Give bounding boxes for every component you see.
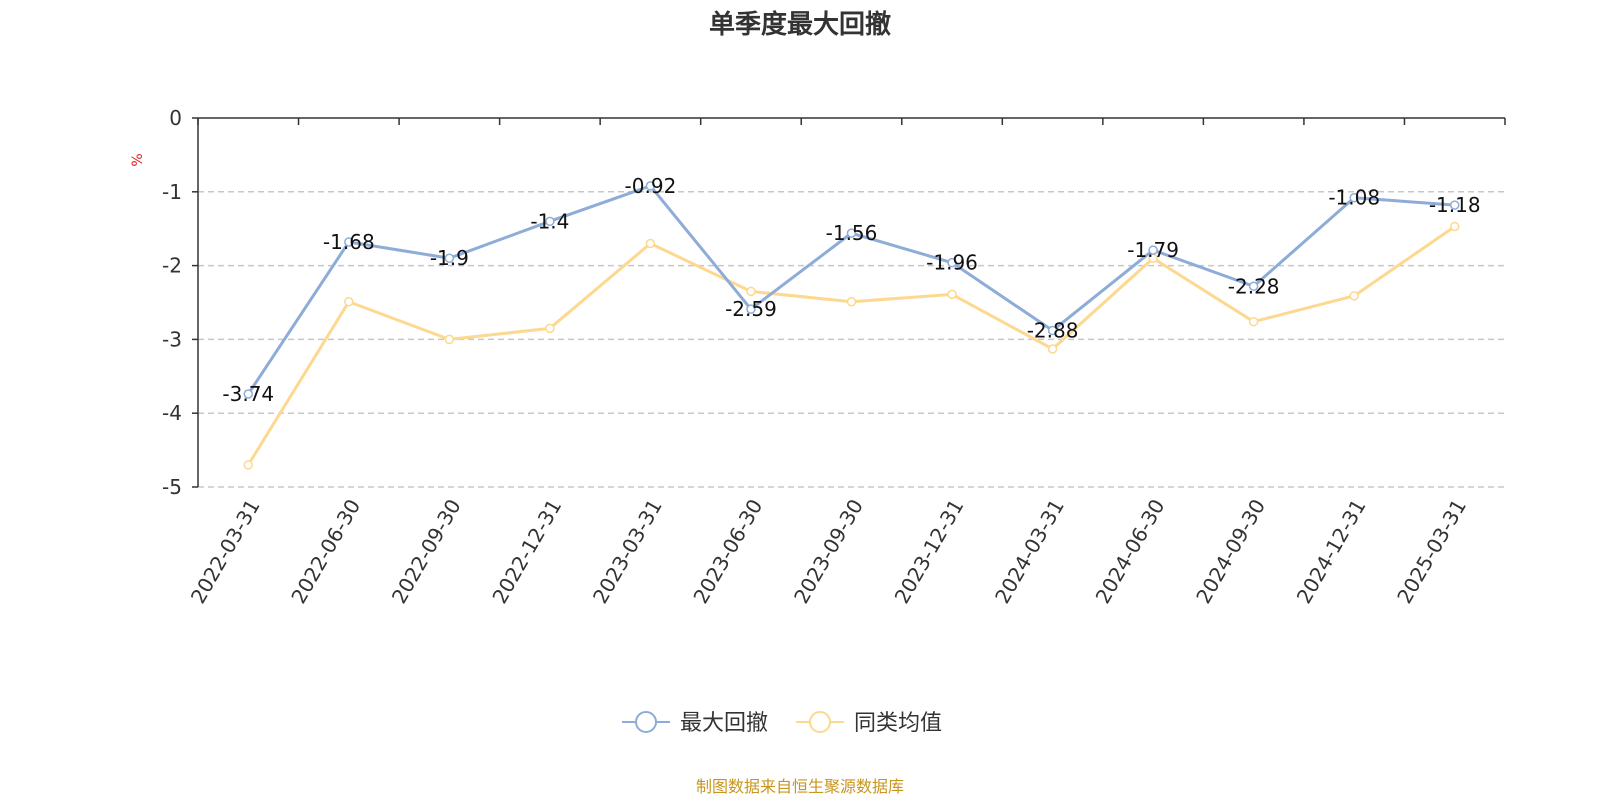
x-tick-label: 2022-06-30 xyxy=(286,495,365,608)
data-point-series-2 xyxy=(846,297,857,307)
grid-lines xyxy=(198,191,1505,488)
y-tick-label: -2 xyxy=(162,254,182,278)
data-point-series-2 xyxy=(344,297,354,307)
data-label: -1.9 xyxy=(430,246,469,270)
x-tick-label: 2022-09-30 xyxy=(387,495,466,608)
data-point-series-1 xyxy=(1047,325,1058,336)
y-tick-label: -5 xyxy=(162,475,182,499)
y-axis-ticks: 0 -1 -2 -3 -4 -5 xyxy=(162,106,198,499)
data-point-series-1 xyxy=(243,389,254,399)
data-point-series-1 xyxy=(1248,281,1259,292)
series-group xyxy=(243,181,1460,470)
data-point-series-2 xyxy=(746,286,756,297)
x-tick-label: 2023-09-30 xyxy=(789,495,868,608)
data-point-series-2 xyxy=(947,289,957,300)
source-note: 制图数据来自恒生聚源数据库 xyxy=(696,777,904,796)
legend-label: 同类均值 xyxy=(854,711,942,736)
legend[interactable]: 最大回撤 同类均值 xyxy=(622,711,942,736)
y-tick-label: -4 xyxy=(162,401,182,425)
y-tick-label: -3 xyxy=(162,327,182,351)
data-label: -1.08 xyxy=(1328,186,1380,210)
data-point-series-1 xyxy=(746,304,756,314)
data-label: -1.79 xyxy=(1127,238,1179,262)
data-point-series-2 xyxy=(645,238,656,249)
x-tick-label: 2024-06-30 xyxy=(1091,495,1170,608)
data-label: -2.88 xyxy=(1027,319,1079,343)
x-tick-label: 2023-12-31 xyxy=(890,495,969,608)
x-tick-label: 2022-12-31 xyxy=(487,495,566,608)
data-point-series-1 xyxy=(947,257,957,268)
data-label: -2.28 xyxy=(1228,274,1280,298)
x-axis-ticks: 2022-03-31 2022-06-30 2022-09-30 2022-12-31… xyxy=(186,495,1471,608)
x-tick-label: 2024-03-31 xyxy=(990,495,1069,608)
data-label: -1.56 xyxy=(826,221,878,245)
data-point-series-1 xyxy=(1449,200,1460,210)
data-point-series-1 xyxy=(344,237,354,247)
axes xyxy=(197,117,1506,487)
y-axis-unit: % xyxy=(130,153,146,166)
data-point-series-1 xyxy=(1148,245,1158,255)
data-point-series-2 xyxy=(545,323,555,334)
data-label: -1.68 xyxy=(323,230,375,254)
data-label: -3.74 xyxy=(222,382,274,406)
x-tick-label: 2025-03-31 xyxy=(1392,495,1471,608)
x-tick-label: 2024-09-30 xyxy=(1191,495,1270,608)
chart-title: 单季度最大回撤 xyxy=(709,9,891,40)
x-tick-label: 2023-06-30 xyxy=(688,495,767,608)
data-point-series-1 xyxy=(846,228,857,238)
legend-marker-icon xyxy=(635,711,657,733)
data-point-series-1 xyxy=(444,253,455,263)
data-point-series-2 xyxy=(444,334,455,345)
legend-label: 最大回撤 xyxy=(680,711,768,736)
data-point-series-2 xyxy=(1248,316,1259,327)
data-label: -1.4 xyxy=(530,209,569,233)
data-point-series-1 xyxy=(545,216,555,227)
data-point-series-2 xyxy=(1349,291,1359,301)
data-point-series-2 xyxy=(1449,221,1460,232)
data-labels: -3.74 -1.68 -1.9 -1.4 -0.92 -2.59 -1.56 -1.96 -2… xyxy=(222,174,1480,406)
data-label: -1.96 xyxy=(926,251,978,275)
data-point-series-1 xyxy=(645,181,656,191)
x-tick-label: 2024-12-31 xyxy=(1292,495,1371,608)
x-tick-label: 2022-03-31 xyxy=(186,495,265,608)
data-point-series-2 xyxy=(243,460,254,470)
x-tick-label: 2023-03-31 xyxy=(588,495,667,608)
data-point-series-2 xyxy=(1047,344,1058,354)
y-tick-label: 0 xyxy=(169,106,182,130)
data-label: -2.59 xyxy=(725,297,777,321)
data-label: -1.18 xyxy=(1429,193,1481,217)
data-label: -0.92 xyxy=(625,174,677,198)
y-tick-label: -1 xyxy=(162,180,182,204)
legend-marker-icon xyxy=(809,711,831,733)
data-point-series-1 xyxy=(1349,192,1359,203)
